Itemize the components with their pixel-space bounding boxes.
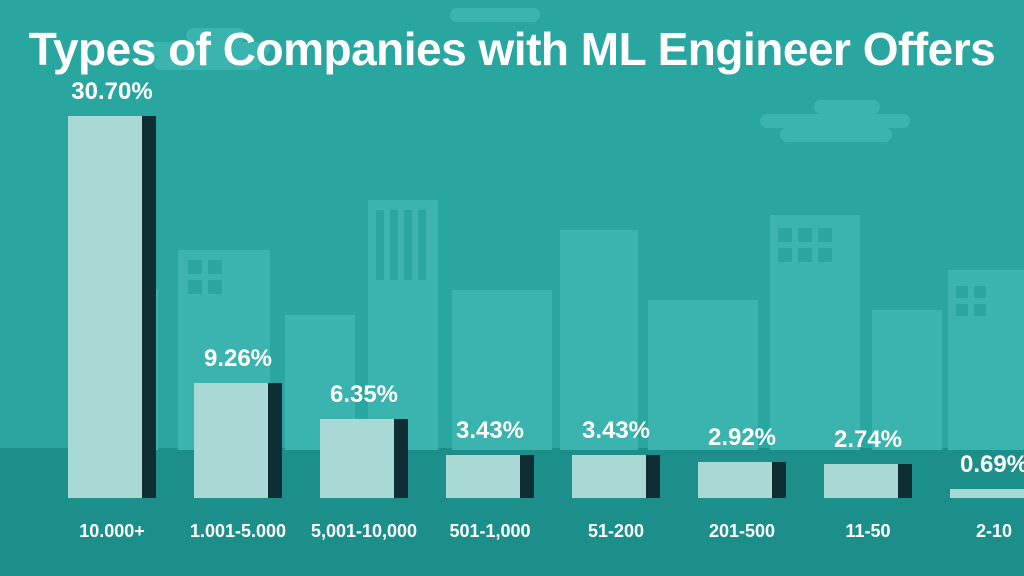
bar-face (68, 116, 142, 498)
bar-value-label: 2.92% (698, 424, 786, 452)
bar-group: 3.43%501-1,000 (446, 455, 534, 498)
bar-group: 2.92%201-500 (698, 462, 786, 498)
bar-face (446, 455, 520, 498)
bar-value-label: 2.74% (824, 426, 912, 454)
bar-group: 6.35%5,001-10,000 (320, 419, 408, 498)
bar-face (572, 455, 646, 498)
bar-side (142, 116, 156, 498)
bar-side (520, 455, 534, 498)
bar-face (824, 464, 898, 498)
bar-side (772, 462, 786, 498)
bar-category-label: 51-200 (554, 521, 678, 542)
bar-category-label: 501-1,000 (428, 521, 552, 542)
bar-chart: 30.70%10.000+9.26%1.001-5.0006.35%5,001-… (0, 0, 1024, 576)
bar-side (394, 419, 408, 498)
bar-category-label: 1.001-5.000 (176, 521, 300, 542)
bar-side (898, 464, 912, 498)
bar-category-label: 11-50 (806, 521, 930, 542)
bar-face (194, 383, 268, 498)
bar-group: 30.70%10.000+ (68, 116, 156, 498)
bar-value-label: 3.43% (446, 417, 534, 445)
bar-value-label: 9.26% (194, 345, 282, 373)
infographic-stage: Types of Companies with ML Engineer Offe… (0, 0, 1024, 576)
bar-category-label: 201-500 (680, 521, 804, 542)
bar-group: 0.69%2-10 (950, 489, 1024, 498)
bar-side (268, 383, 282, 498)
bar-face (320, 419, 394, 498)
bar-face (950, 489, 1024, 498)
bar-side (646, 455, 660, 498)
bar-category-label: 10.000+ (50, 521, 174, 542)
bar-group: 9.26%1.001-5.000 (194, 383, 282, 498)
bar-value-label: 3.43% (572, 417, 660, 445)
bar-value-label: 30.70% (68, 78, 156, 106)
bar-category-label: 2-10 (932, 521, 1024, 542)
bar-face (698, 462, 772, 498)
bar-value-label: 6.35% (320, 381, 408, 409)
bar-category-label: 5,001-10,000 (302, 521, 426, 542)
bar-group: 3.43%51-200 (572, 455, 660, 498)
bar-group: 2.74%11-50 (824, 464, 912, 498)
bar-value-label: 0.69% (950, 451, 1024, 479)
